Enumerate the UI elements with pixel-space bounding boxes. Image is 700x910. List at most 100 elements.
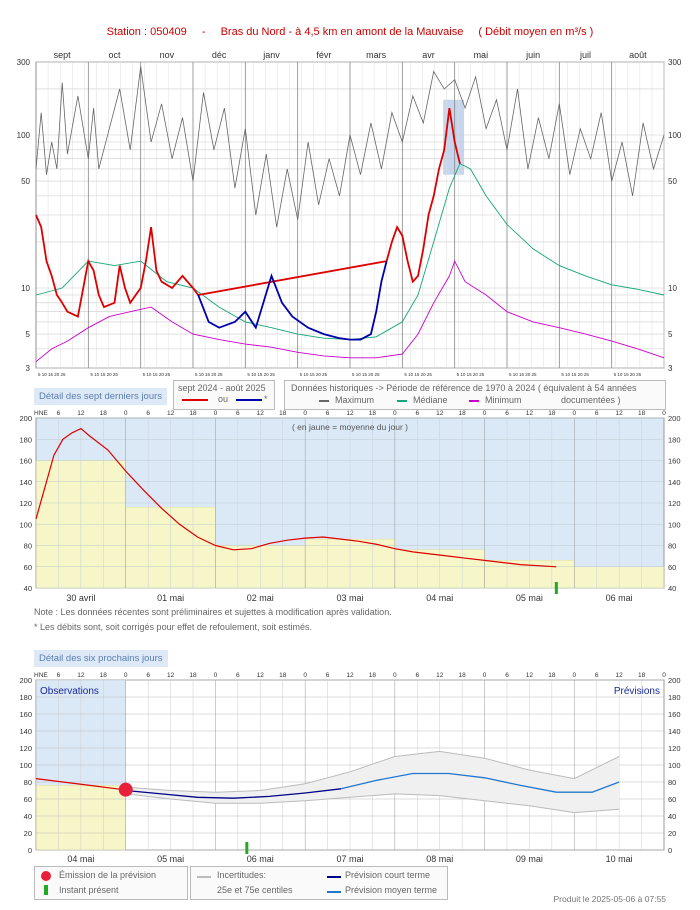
station-code: Station : 050409 bbox=[106, 26, 187, 38]
week-ytick-right-4: 120 bbox=[668, 499, 681, 508]
month-label-10: juil bbox=[579, 50, 591, 60]
current-year-legend: sept 2024 - août 2025 ou * bbox=[173, 380, 275, 410]
fc-day-3: 07 mai bbox=[336, 854, 363, 864]
fc-hour-14: 18 bbox=[369, 672, 377, 679]
fc-ytick-right-9: 20 bbox=[668, 829, 676, 838]
fc-ytick-left-1: 180 bbox=[19, 693, 32, 702]
medium-term-forecast-line bbox=[340, 772, 620, 793]
legend-star: * bbox=[264, 394, 268, 404]
annual-series-1 bbox=[35, 162, 665, 341]
annual-ytick-right-5: 3 bbox=[668, 364, 673, 373]
week-hour-26: 18 bbox=[638, 410, 646, 417]
annual-chart: sept 5 10 15 20 25 oct 5 10 15 20 25 nov 5 10… bbox=[17, 50, 682, 377]
fc-ytick-left-5: 100 bbox=[19, 761, 32, 770]
historic-legend: Données historiques -> Période de référe… bbox=[284, 380, 666, 410]
day-ticks-1: 5 10 15 20 25 bbox=[90, 372, 118, 377]
week-hour-10: 18 bbox=[279, 410, 287, 417]
fc-ytick-right-1: 180 bbox=[668, 693, 681, 702]
fc-ytick-left-7: 60 bbox=[24, 795, 32, 804]
week-hour-18: 18 bbox=[459, 410, 467, 417]
fc-hour-17: 12 bbox=[436, 672, 444, 679]
month-label-0: sept bbox=[54, 50, 72, 60]
legend-ou: ou bbox=[218, 394, 229, 404]
week-hour-1: 12 bbox=[77, 410, 85, 417]
legend-max: Maximum bbox=[335, 395, 375, 405]
annual-ytick-left-3: 10 bbox=[21, 284, 30, 293]
annual-ytick-left-0: 300 bbox=[17, 58, 31, 67]
detail-7days-tag[interactable]: Détail des sept derniers jours bbox=[34, 388, 168, 405]
legend-emission: Émission de la prévision bbox=[59, 870, 157, 880]
month-label-2: nov bbox=[160, 50, 175, 60]
fc-hour-24: 6 bbox=[595, 672, 599, 679]
legend-min-line bbox=[469, 400, 479, 402]
legend-short-line bbox=[327, 876, 341, 878]
annual-series-2 bbox=[35, 259, 665, 363]
fc-ytick-right-5: 100 bbox=[668, 761, 681, 770]
week-hour-7: 0 bbox=[214, 410, 218, 417]
fc-hour-4: 6 bbox=[146, 672, 150, 679]
week-ytick-left-4: 120 bbox=[19, 499, 32, 508]
annual-ytick-right-4: 5 bbox=[668, 330, 673, 339]
week-ytick-left-3: 140 bbox=[19, 478, 32, 487]
week-ytick-left-7: 60 bbox=[24, 563, 32, 572]
week-hour-25: 12 bbox=[616, 410, 624, 417]
month-label-6: mars bbox=[366, 50, 386, 60]
week-hour-0: 6 bbox=[57, 410, 61, 417]
fc-hour-9: 12 bbox=[257, 672, 265, 679]
week-hour-5: 12 bbox=[167, 410, 175, 417]
week-hour-15: 0 bbox=[393, 410, 397, 417]
fc-hour-12: 6 bbox=[326, 672, 330, 679]
week-ytick-right-0: 200 bbox=[668, 414, 681, 423]
detail-6days-tag[interactable]: Détail des six prochains jours bbox=[34, 650, 168, 667]
fc-hour-2: 18 bbox=[100, 672, 108, 679]
week-day-0: 30 avril bbox=[66, 593, 95, 603]
fc-day-5: 09 mai bbox=[516, 854, 543, 864]
day-ticks-7: 5 10 15 20 25 bbox=[404, 372, 432, 377]
annual-series-3 bbox=[35, 107, 461, 318]
fc-hour-0: 6 bbox=[57, 672, 61, 679]
fc-hne-label: HNE bbox=[34, 672, 48, 679]
fc-hour-22: 18 bbox=[548, 672, 556, 679]
annual-series-4 bbox=[197, 260, 388, 341]
fc-ytick-right-2: 160 bbox=[668, 710, 681, 719]
fc-ytick-right-0: 200 bbox=[668, 676, 681, 685]
fc-hour-11: 0 bbox=[303, 672, 307, 679]
month-label-4: janv bbox=[262, 50, 280, 60]
fc-ytick-left-6: 80 bbox=[24, 778, 32, 787]
week-hour-3: 0 bbox=[124, 410, 128, 417]
week-hour-4: 6 bbox=[146, 410, 150, 417]
fc-hour-1: 12 bbox=[77, 672, 85, 679]
week-ytick-right-5: 100 bbox=[668, 520, 681, 529]
emission-marker-icon bbox=[41, 871, 51, 881]
fc-hour-5: 12 bbox=[167, 672, 175, 679]
fc-day-1: 05 mai bbox=[157, 854, 184, 864]
month-label-8: mai bbox=[474, 50, 489, 60]
annual-ytick-right-3: 10 bbox=[668, 284, 677, 293]
legend-median-line bbox=[397, 400, 407, 402]
fc-hour-8: 6 bbox=[236, 672, 240, 679]
week-day-4: 04 mai bbox=[426, 593, 453, 603]
legend-period: sept 2024 - août 2025 bbox=[178, 383, 266, 393]
week-hour-22: 18 bbox=[548, 410, 556, 417]
produced-timestamp: Produit le 2025-05-06 à 07:55 bbox=[553, 894, 666, 904]
day-ticks-4: 5 10 15 20 25 bbox=[247, 372, 275, 377]
fc-hour-18: 18 bbox=[459, 672, 467, 679]
month-label-1: oct bbox=[108, 50, 121, 60]
week-hour-16: 6 bbox=[415, 410, 419, 417]
legend-centiles: 25e et 75e centiles bbox=[217, 885, 293, 895]
daily-mean-note: ( en jaune = moyenne du jour ) bbox=[292, 422, 408, 432]
fc-ytick-right-8: 40 bbox=[668, 812, 676, 821]
fc-hour-16: 6 bbox=[415, 672, 419, 679]
day-ticks-6: 5 10 15 20 25 bbox=[352, 372, 380, 377]
week-hour-21: 12 bbox=[526, 410, 534, 417]
week-hour-13: 12 bbox=[346, 410, 354, 417]
fc-hour-6: 18 bbox=[189, 672, 197, 679]
day-ticks-8: 5 10 15 20 25 bbox=[457, 372, 485, 377]
previsions-label: Prévisions bbox=[614, 686, 660, 697]
unit-label: ( Débit moyen en m³/s ) bbox=[478, 26, 594, 38]
legend-documented: documentées ) bbox=[561, 395, 621, 405]
fc-ytick-left-10: 0 bbox=[28, 846, 32, 855]
fc-ytick-left-3: 140 bbox=[19, 727, 32, 736]
week-ytick-right-1: 180 bbox=[668, 435, 681, 444]
legend-hist-title: Données historiques -> Période de référe… bbox=[291, 383, 637, 393]
